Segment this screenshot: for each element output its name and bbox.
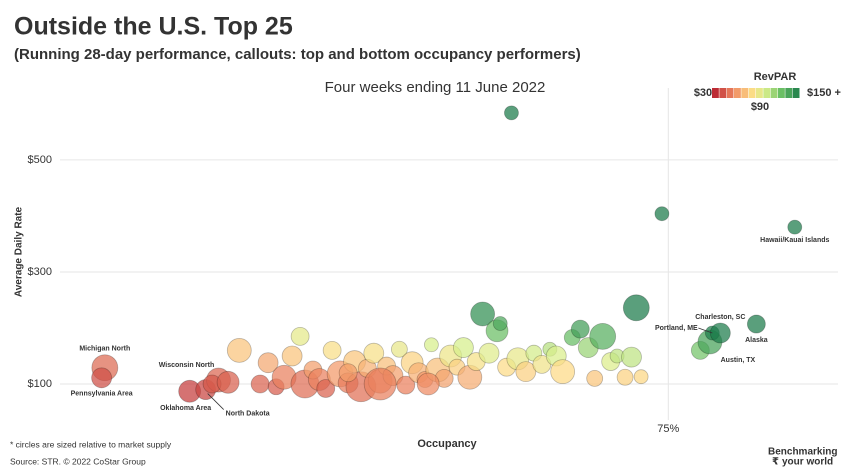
x-tick-label: 75% xyxy=(657,423,679,435)
legend-label: $150 + xyxy=(807,87,841,99)
bubble xyxy=(787,219,803,235)
legend-label: $30 xyxy=(694,87,712,99)
legend-swatch xyxy=(748,88,756,98)
bubble xyxy=(589,322,617,350)
y-tick-label: $100 xyxy=(28,378,52,390)
annotation: Austin, TX xyxy=(721,357,756,364)
bubble xyxy=(338,363,358,383)
logo-icon: ₹ xyxy=(772,457,779,468)
legend-swatch xyxy=(726,88,734,98)
bubble xyxy=(478,342,500,364)
legend-swatch xyxy=(785,88,793,98)
legend-swatch xyxy=(719,88,727,98)
bubble xyxy=(709,322,731,344)
bubble xyxy=(363,367,397,401)
logo-text: Benchmarking xyxy=(768,447,837,458)
bubble xyxy=(416,372,440,396)
annotation: Oklahoma Area xyxy=(160,405,211,412)
bubble xyxy=(550,359,576,385)
annotation: Charleston, SC xyxy=(695,314,745,321)
bubble xyxy=(91,367,113,389)
chart-subtitle: (Running 28-day performance, callouts: t… xyxy=(14,46,581,63)
annotation: Alaska xyxy=(745,337,768,344)
bubble xyxy=(390,340,408,358)
bubble xyxy=(492,316,508,331)
legend-title: RevPAR xyxy=(754,71,797,83)
bubble xyxy=(586,369,604,387)
legend-swatch xyxy=(741,88,749,98)
bubble xyxy=(363,342,385,364)
legend-swatch xyxy=(734,88,741,98)
y-axis-label: Average Daily Rate xyxy=(14,206,25,297)
bubble xyxy=(396,375,416,395)
period-label: Four weeks ending 11 June 2022 xyxy=(325,79,546,96)
footnote: * circles are sized relative to market s… xyxy=(10,439,172,449)
annotation: Michigan North xyxy=(79,346,130,353)
bubble xyxy=(216,370,240,394)
annotation: North Dakota xyxy=(226,410,270,417)
callout-line xyxy=(207,393,224,410)
chart-title: Outside the U.S. Top 25 xyxy=(14,13,293,41)
bubble xyxy=(226,337,252,363)
bubble xyxy=(257,352,279,374)
source: Source: STR. © 2022 CoStar Group xyxy=(10,456,146,466)
legend-swatch xyxy=(792,88,800,98)
callout-line xyxy=(698,327,713,334)
annotation: Portland, ME xyxy=(655,325,698,332)
bubble xyxy=(746,314,766,334)
bubble xyxy=(633,369,649,385)
bubble xyxy=(515,361,537,383)
legend-swatch xyxy=(770,88,778,98)
legend-swatch xyxy=(756,88,763,98)
bubble xyxy=(281,345,303,367)
bubble xyxy=(423,337,439,353)
bubble xyxy=(654,206,670,222)
annotation: Hawaii/Kauai Islands xyxy=(760,237,829,244)
annotation: Wisconsin North xyxy=(159,362,215,369)
bubble xyxy=(290,326,310,346)
bubble xyxy=(504,105,519,121)
legend-swatch xyxy=(712,88,719,98)
legend-swatch xyxy=(763,88,771,98)
bubble xyxy=(250,374,270,394)
y-tick-label: $300 xyxy=(28,266,52,278)
bubble xyxy=(616,368,634,386)
bubble xyxy=(470,301,496,327)
legend-swatch xyxy=(778,88,785,98)
bubble xyxy=(621,346,642,368)
bubble xyxy=(316,379,336,398)
bubble xyxy=(622,294,650,322)
bubble xyxy=(570,319,590,339)
x-axis-label: Occupancy xyxy=(417,438,477,450)
y-tick-label: $500 xyxy=(28,154,52,166)
logo-text: your world xyxy=(782,457,833,468)
bubble xyxy=(453,337,474,358)
annotation: Pennsylvania Area xyxy=(71,391,133,398)
bubble xyxy=(322,340,342,360)
legend-label: $90 xyxy=(751,101,769,113)
